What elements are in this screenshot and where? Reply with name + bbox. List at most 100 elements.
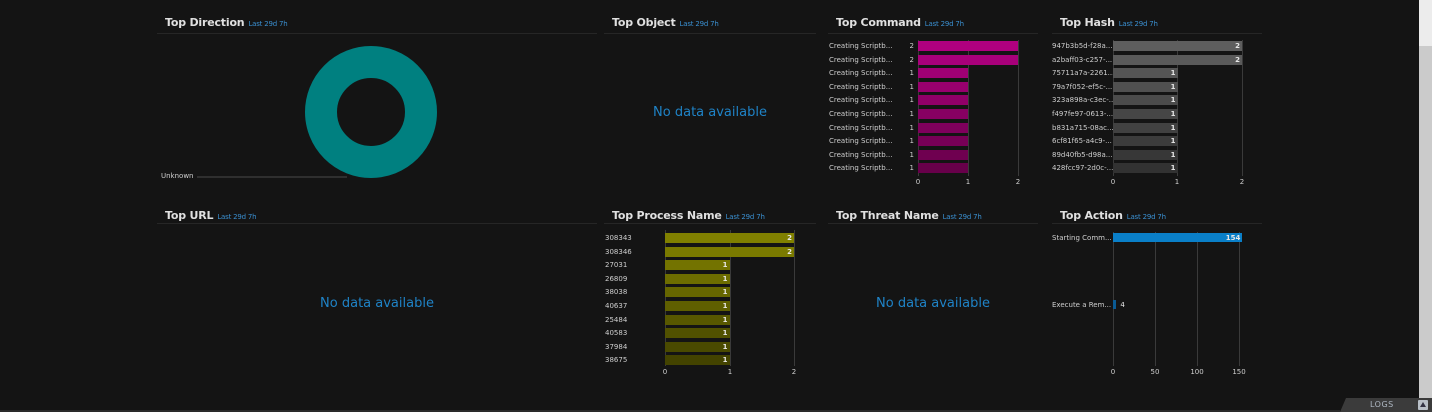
bar[interactable]: 1	[1113, 122, 1178, 133]
bar[interactable]	[918, 109, 968, 119]
bar-category-label: 40637	[605, 302, 628, 310]
bar[interactable]: 1	[1113, 163, 1178, 174]
bar[interactable]	[918, 54, 1018, 65]
bar-count: 1	[909, 164, 914, 173]
grid-line	[665, 230, 666, 366]
panel-title: Top Command Last 29d 7h	[836, 16, 964, 29]
scrollbar-thumb[interactable]	[1419, 46, 1432, 398]
grid-line	[1197, 232, 1198, 366]
donut-slice-unknown[interactable]	[305, 46, 437, 178]
bar[interactable]	[918, 68, 968, 79]
vertical-scrollbar[interactable]	[1419, 0, 1432, 398]
time-range: Last 29d 7h	[248, 20, 288, 28]
bar[interactable]: 2	[1113, 54, 1242, 65]
bar[interactable]: 1	[665, 328, 730, 339]
bar[interactable]: 1	[1113, 81, 1178, 92]
bar[interactable]	[918, 41, 1018, 51]
x-tick: 1	[965, 178, 971, 186]
bar-value: 1	[722, 329, 728, 338]
bar-value: 2	[787, 234, 792, 242]
bar-category-label: Creating Scriptb...	[829, 82, 893, 91]
bar[interactable]: 154	[1113, 233, 1243, 242]
bar[interactable]	[918, 149, 968, 160]
bar[interactable]	[918, 95, 968, 106]
bar-category-label: 6cf81f65-a4c9-...	[1052, 137, 1112, 146]
bar[interactable]: 1	[665, 341, 730, 352]
panel-top-action: Top Action Last 29d 7h Starting Comm... 15…	[1052, 200, 1262, 395]
panel-header: Top Direction Last 29d 7h	[157, 0, 597, 34]
bar[interactable]: 1	[665, 260, 730, 271]
panel-top-hash: Top Hash Last 29d 7h 947b3b5d-f28a... 2 a2b…	[1052, 0, 1262, 195]
expand-up-icon[interactable]	[1418, 400, 1428, 410]
bar-count: 1	[909, 123, 914, 132]
bar[interactable]	[918, 122, 968, 133]
bar-category-label: 27031	[605, 261, 628, 270]
x-tick: 1	[1174, 178, 1180, 186]
bar[interactable]: 1	[1113, 109, 1178, 119]
x-tick: 2	[1239, 178, 1245, 186]
no-data-message: No data available	[653, 105, 767, 120]
panel-header: Top Threat Name Last 29d 7h	[828, 200, 1038, 224]
bar[interactable]: 1	[665, 314, 730, 325]
bar-category-label: Creating Scriptb...	[829, 150, 893, 159]
panel-top-command: Top Command Last 29d 7h Creating Scriptb.…	[828, 0, 1038, 195]
bar-value: 2	[787, 247, 792, 256]
bar-category-label: Execute a Rem...	[1052, 301, 1112, 309]
time-range: Last 29d 7h	[1126, 213, 1166, 221]
time-range: Last 29d 7h	[924, 20, 964, 28]
bar[interactable]	[918, 136, 968, 147]
bar-category-label: 79a7f052-ef5c-...	[1052, 82, 1113, 91]
bar-category-label: Creating Scriptb...	[829, 96, 893, 105]
panel-title: Top Object Last 29d 7h	[612, 16, 719, 29]
x-tick: 100	[1190, 368, 1204, 376]
bar-value: 1	[1170, 137, 1176, 146]
panel-header: Top Command Last 29d 7h	[828, 0, 1038, 34]
grid-line	[1242, 40, 1243, 176]
x-tick: 50	[1150, 368, 1160, 376]
bar-value: 1	[722, 342, 728, 351]
bar[interactable]	[918, 163, 968, 174]
bar[interactable]: 2	[1113, 41, 1242, 51]
bar-category-label: Creating Scriptb...	[829, 69, 893, 78]
bar[interactable]: 1	[665, 273, 730, 284]
logs-drawer-tab[interactable]: LOGS	[1340, 398, 1432, 412]
bar-value: 1	[722, 288, 728, 297]
bar-category-label: 428fcc97-2d0c-...	[1052, 164, 1114, 173]
bar[interactable]: 1	[1113, 149, 1178, 160]
bar[interactable]: 2	[665, 246, 794, 257]
panel-header: Top URL Last 29d 7h	[157, 200, 597, 224]
bar-category-label: Starting Comm...	[1052, 234, 1112, 242]
grid-line	[1239, 232, 1240, 366]
bar-category-label: Creating Scriptb...	[829, 137, 893, 146]
bar[interactable]: 1	[665, 287, 730, 298]
grid-line	[1155, 232, 1156, 366]
bar[interactable]: 1	[665, 355, 730, 366]
bar-value: 4	[1120, 301, 1125, 309]
bar-category-label: f497fe97-0613-...	[1052, 110, 1114, 118]
time-range: Last 29d 7h	[217, 213, 257, 221]
bar[interactable]: 1	[665, 301, 730, 311]
bar[interactable]: 2	[665, 233, 794, 243]
time-range: Last 29d 7h	[942, 213, 982, 221]
bar-count: 1	[909, 96, 914, 105]
bar-category-label: 323a898a-c3ec-...	[1052, 96, 1116, 105]
bar-value: 1	[1170, 110, 1176, 118]
bar-count: 1	[909, 150, 914, 159]
panel-top-process-name: Top Process Name Last 29d 7h 308343 2 30834…	[604, 200, 816, 395]
bar-category-label: 38038	[605, 288, 628, 297]
bar[interactable]: 1	[1113, 95, 1178, 106]
panel-header: Top Object Last 29d 7h	[604, 0, 816, 34]
logs-label: LOGS	[1370, 400, 1394, 409]
grid-line	[1018, 40, 1019, 176]
grid-line	[1113, 232, 1114, 366]
panel-header: Top Process Name Last 29d 7h	[604, 200, 816, 224]
bar[interactable]: 4	[1113, 300, 1125, 309]
bar[interactable]: 1	[1113, 136, 1178, 147]
no-data-message: No data available	[876, 296, 990, 311]
bar-category-label: 26809	[605, 274, 628, 283]
bar[interactable]: 1	[1113, 68, 1178, 79]
bar[interactable]	[918, 81, 968, 92]
grid-line	[918, 40, 919, 176]
bar-value: 1	[1170, 96, 1176, 105]
bar-value: 1	[1170, 123, 1176, 132]
